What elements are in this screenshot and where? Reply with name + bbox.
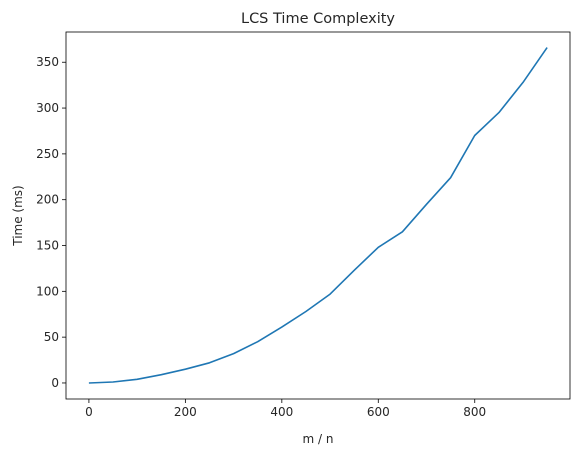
y-tick-label: 200: [36, 193, 59, 207]
y-tick-label: 350: [36, 55, 59, 69]
plot-area: [65, 31, 571, 400]
y-tick-label: 0: [51, 376, 59, 390]
x-tick-label: 0: [85, 405, 93, 419]
y-tick-label: 100: [36, 284, 59, 298]
x-axis: 0 200 400 600 800: [85, 399, 486, 419]
y-tick-label: 150: [36, 239, 59, 253]
chart-title: LCS Time Complexity: [241, 11, 395, 27]
y-tick-label: 50: [44, 330, 59, 344]
series-layer: [88, 47, 548, 384]
x-tick-label: 800: [463, 405, 486, 419]
y-axis: 0 50 100 150 200 250 300 350: [36, 55, 66, 390]
x-tick-label: 200: [174, 405, 197, 419]
x-axis-label: m / n: [303, 432, 334, 446]
x-tick-label: 600: [367, 405, 390, 419]
y-tick-label: 300: [36, 101, 59, 115]
y-axis-label: Time (ms): [11, 185, 25, 247]
x-tick-label: 400: [270, 405, 293, 419]
y-tick-label: 250: [36, 147, 59, 161]
series-line: [88, 47, 548, 384]
